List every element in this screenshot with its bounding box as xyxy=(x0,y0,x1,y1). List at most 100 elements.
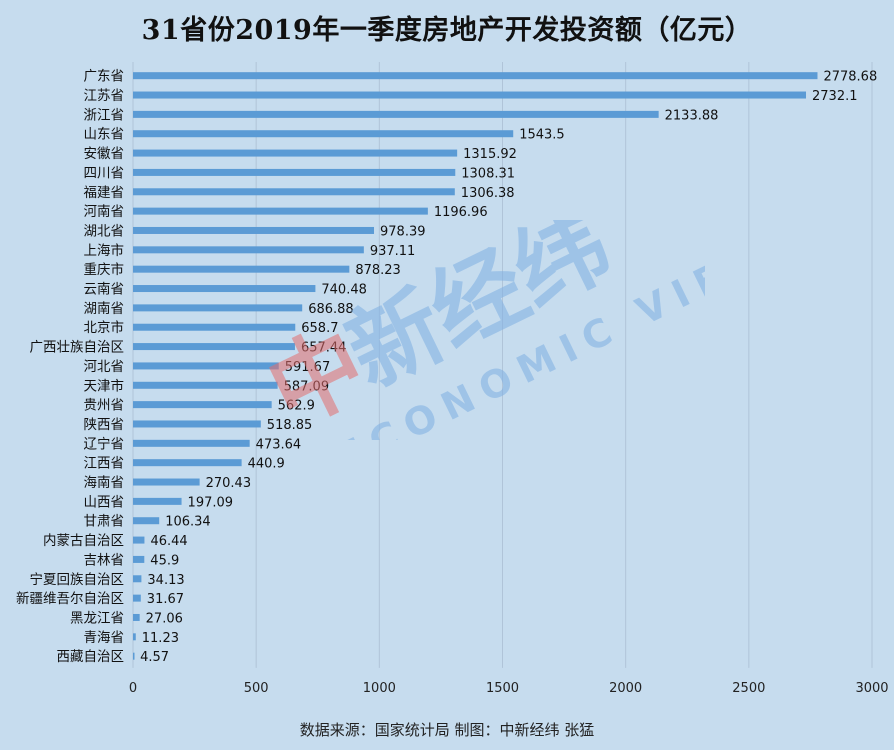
value-label: 562.9 xyxy=(278,399,315,414)
value-label: 2778.68 xyxy=(823,70,877,85)
category-label: 安徽省 xyxy=(84,146,125,162)
category-label: 陕西省 xyxy=(84,417,125,433)
value-label: 270.43 xyxy=(206,476,252,491)
category-label: 江西省 xyxy=(84,456,125,472)
bar xyxy=(133,149,458,157)
category-label: 黑龙江省 xyxy=(70,610,124,626)
bar xyxy=(133,343,295,351)
source-footer: 数据来源：国家统计局 制图：中新经纬 张猛 xyxy=(299,721,595,739)
x-tick-label: 3000 xyxy=(855,681,888,696)
bar xyxy=(133,633,136,641)
value-label: 686.88 xyxy=(308,302,354,317)
bar xyxy=(133,381,278,389)
category-label: 广西壮族自治区 xyxy=(30,340,125,356)
category-label: 四川省 xyxy=(84,165,125,181)
category-label: 北京市 xyxy=(84,319,125,336)
value-label: 2732.1 xyxy=(812,89,858,104)
category-label: 重庆市 xyxy=(84,261,125,278)
category-label: 广东省 xyxy=(84,69,125,85)
bar xyxy=(133,362,279,370)
category-label: 上海市 xyxy=(84,242,125,259)
bars xyxy=(133,72,818,660)
category-label: 吉林省 xyxy=(84,552,125,568)
value-label: 46.44 xyxy=(150,534,187,549)
x-tick-label: 500 xyxy=(244,681,269,696)
category-label: 辽宁省 xyxy=(84,435,125,452)
bar xyxy=(133,575,142,583)
bar xyxy=(133,478,200,486)
bar xyxy=(133,497,182,505)
value-label: 106.34 xyxy=(165,515,211,530)
category-label: 青海省 xyxy=(84,630,125,646)
value-label: 1196.96 xyxy=(434,205,488,220)
value-label: 27.06 xyxy=(146,611,183,626)
category-label: 内蒙古自治区 xyxy=(43,533,124,549)
bar xyxy=(133,323,296,331)
value-label: 878.23 xyxy=(355,263,401,278)
bar xyxy=(133,594,141,602)
x-tick-label: 1500 xyxy=(486,681,519,696)
value-label: 34.13 xyxy=(147,573,184,588)
category-labels: 广东省江苏省浙江省山东省安徽省四川省福建省河南省湖北省上海市重庆市云南省湖南省北… xyxy=(16,69,125,665)
bar xyxy=(133,420,261,428)
x-tick-labels: 0 500 1000 1500 2000 2500 3000 xyxy=(129,681,889,696)
value-label: 740.48 xyxy=(321,283,367,298)
bar xyxy=(133,613,140,621)
category-label: 新疆维吾尔自治区 xyxy=(16,591,124,607)
category-label: 河北省 xyxy=(84,359,125,375)
value-label: 197.09 xyxy=(188,495,234,510)
category-label: 海南省 xyxy=(84,475,125,491)
bar xyxy=(133,555,145,563)
category-label: 天津市 xyxy=(84,377,125,394)
bar xyxy=(133,304,303,312)
value-label: 657.44 xyxy=(301,341,347,356)
category-label: 山东省 xyxy=(84,127,125,143)
bar xyxy=(133,536,145,544)
bar xyxy=(133,439,250,447)
bar xyxy=(133,168,456,176)
x-tick-label: 2500 xyxy=(732,681,765,696)
value-label: 978.39 xyxy=(380,224,426,239)
value-label: 473.64 xyxy=(256,437,302,452)
bar xyxy=(133,246,364,254)
value-label: 11.23 xyxy=(142,631,179,646)
category-label: 湖南省 xyxy=(84,301,125,317)
value-label: 1315.92 xyxy=(463,147,517,162)
category-label: 甘肃省 xyxy=(84,514,125,530)
category-label: 江苏省 xyxy=(84,88,125,104)
bar xyxy=(133,652,135,660)
value-label: 658.7 xyxy=(301,321,338,336)
bar xyxy=(133,72,818,80)
value-label: 1308.31 xyxy=(461,166,515,181)
category-label: 福建省 xyxy=(84,185,125,201)
category-label: 河南省 xyxy=(84,204,125,220)
bar xyxy=(133,265,350,273)
value-label: 1306.38 xyxy=(461,186,515,201)
value-label: 591.67 xyxy=(285,360,331,375)
category-label: 宁夏回族自治区 xyxy=(30,571,125,588)
bar xyxy=(133,110,659,118)
bar xyxy=(133,226,375,234)
value-label: 4.57 xyxy=(140,650,169,665)
chart-title: 31省份2019年一季度房地产开发投资额（亿元） xyxy=(141,15,753,46)
category-label: 浙江省 xyxy=(84,107,125,123)
bar xyxy=(133,188,455,196)
value-label: 440.9 xyxy=(248,457,285,472)
bar xyxy=(133,130,514,138)
value-label: 937.11 xyxy=(370,244,416,259)
bar xyxy=(133,517,160,525)
value-label: 31.67 xyxy=(147,592,184,607)
category-label: 贵州省 xyxy=(84,398,125,414)
value-label: 45.9 xyxy=(150,553,179,568)
bar xyxy=(133,285,316,293)
bar xyxy=(133,459,242,467)
bar xyxy=(133,401,272,409)
x-tick-label: 1000 xyxy=(363,681,396,696)
value-label: 518.85 xyxy=(267,418,313,433)
bar xyxy=(133,91,807,99)
x-tick-label: 2000 xyxy=(609,681,642,696)
value-label: 587.09 xyxy=(284,379,330,394)
category-label: 湖北省 xyxy=(84,223,125,239)
